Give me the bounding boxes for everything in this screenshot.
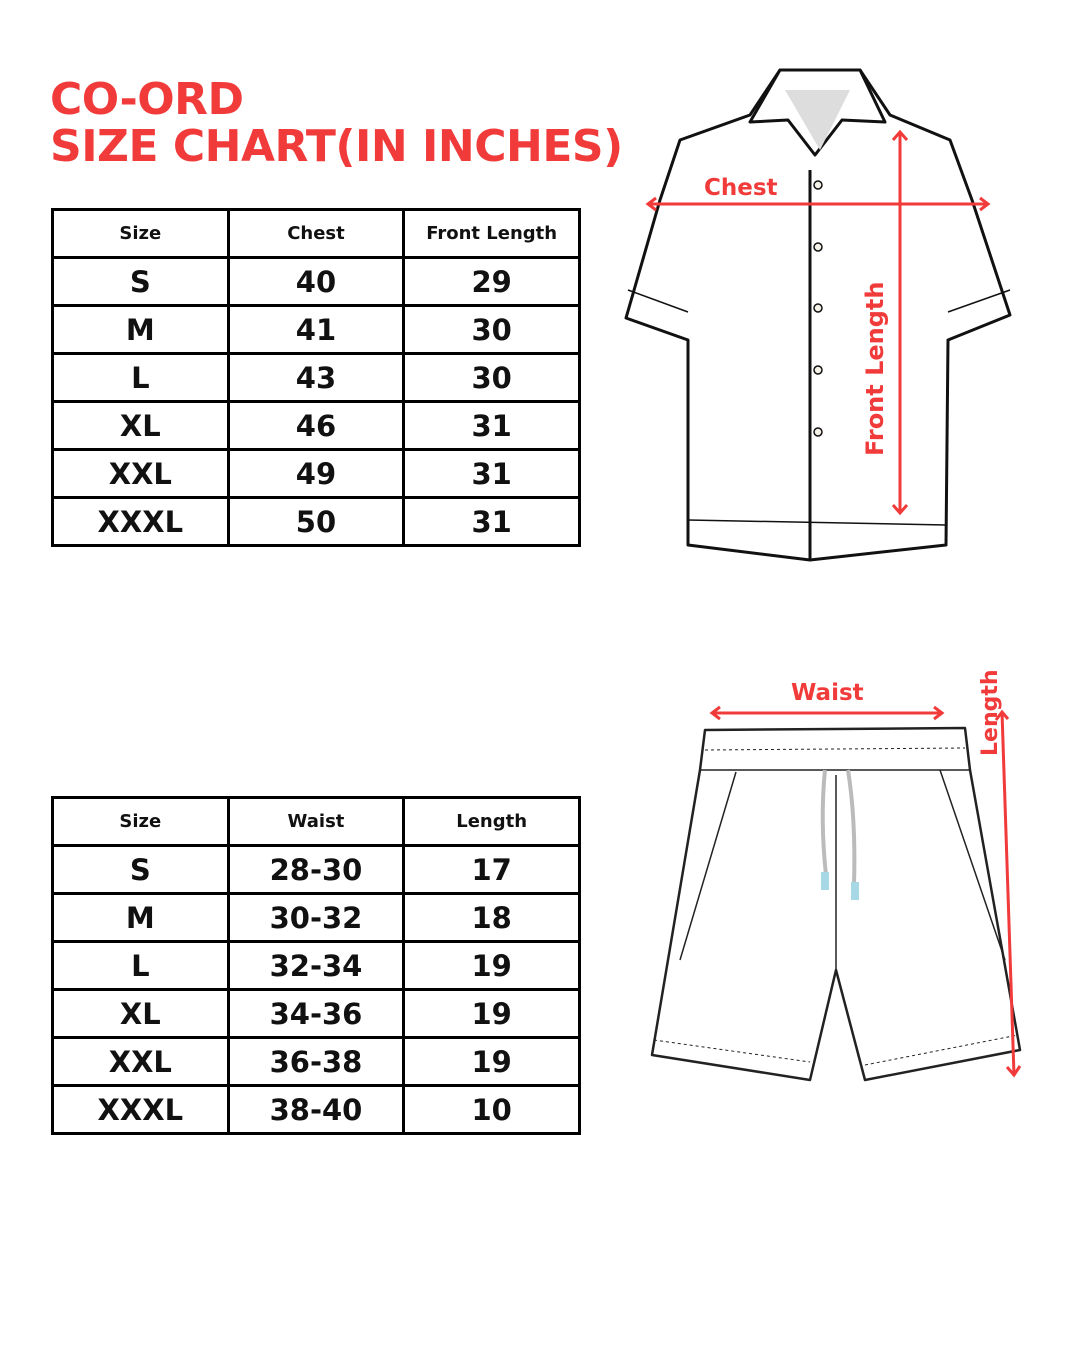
drawstring-tip	[821, 872, 829, 890]
cell-measure-1: 40	[226, 256, 406, 307]
length-label: Length	[978, 669, 1003, 756]
cell-measure-2: 31	[402, 496, 581, 547]
drawstring-tip	[851, 882, 859, 900]
cell-measure-2: 19	[402, 988, 581, 1039]
shirt-size-table: Size Chest Front Length S 40 29 M 41 30 L 43 30 X…	[51, 208, 581, 547]
shorts-size-table: Size Waist Length S 28-30 17 M 30-32 18 L 32-34…	[51, 796, 581, 1135]
table-row: XL 34-36 19	[51, 988, 581, 1039]
header-chest: Chest	[226, 208, 406, 259]
cell-measure-2: 17	[402, 844, 581, 895]
header-length: Length	[402, 796, 581, 847]
table-row: M 41 30	[51, 304, 581, 355]
cell-measure-1: 38-40	[226, 1084, 406, 1135]
table-row: M 30-32 18	[51, 892, 581, 943]
cell-measure-1: 32-34	[226, 940, 406, 991]
cell-measure-2: 30	[402, 304, 581, 355]
cell-measure-1: 46	[226, 400, 406, 451]
cell-measure-1: 50	[226, 496, 406, 547]
table-row: XXL 36-38 19	[51, 1036, 581, 1087]
table-row: S 40 29	[51, 256, 581, 307]
cell-size: M	[51, 892, 230, 943]
cell-size: S	[51, 844, 230, 895]
cell-size: L	[51, 940, 230, 991]
measure-arrows	[645, 129, 991, 516]
cell-size: S	[51, 256, 230, 307]
drawstring-icon	[820, 769, 857, 886]
cell-measure-2: 31	[402, 448, 581, 499]
header-size: Size	[51, 796, 230, 847]
table-row: L 32-34 19	[51, 940, 581, 991]
front-length-label: Front Length	[861, 282, 889, 457]
shirt-diagram: Chest Front Length	[624, 68, 1012, 562]
title-line-1: CO-ORD	[50, 74, 244, 125]
shorts-diagram: Waist Length	[650, 669, 1022, 1082]
table-header-row: Size Waist Length	[51, 796, 581, 847]
cell-measure-2: 30	[402, 352, 581, 403]
cell-size: M	[51, 304, 230, 355]
table-row: XXXL 38-40 10	[51, 1084, 581, 1135]
table-row: XXL 49 31	[51, 448, 581, 499]
button-icons	[813, 180, 823, 437]
cell-measure-1: 43	[226, 352, 406, 403]
cell-size: XL	[51, 988, 230, 1039]
table-row: S 28-30 17	[51, 844, 581, 895]
cell-measure-1: 28-30	[226, 844, 406, 895]
cell-measure-2: 10	[402, 1084, 581, 1135]
cell-measure-1: 30-32	[226, 892, 406, 943]
chest-label: Chest	[704, 175, 778, 201]
cell-size: XXXL	[51, 496, 230, 547]
cell-measure-1: 49	[226, 448, 406, 499]
header-waist: Waist	[226, 796, 406, 847]
cell-measure-1: 36-38	[226, 1036, 406, 1087]
cell-size: XXXL	[51, 1084, 230, 1135]
cell-measure-2: 29	[402, 256, 581, 307]
measure-arrows	[709, 705, 1022, 1078]
cell-size: XL	[51, 400, 230, 451]
table-header-row: Size Chest Front Length	[51, 208, 581, 259]
table-row: L 43 30	[51, 352, 581, 403]
shirt-illustration	[624, 68, 1012, 562]
page-title: CO-ORD SIZE CHART(IN INCHES)	[50, 76, 623, 170]
cell-measure-1: 34-36	[226, 988, 406, 1039]
table-row: XL 46 31	[51, 400, 581, 451]
header-size: Size	[51, 208, 230, 259]
cell-measure-2: 19	[402, 1036, 581, 1087]
header-front-length: Front Length	[402, 208, 581, 259]
waist-label: Waist	[791, 680, 864, 706]
cell-measure-2: 18	[402, 892, 581, 943]
title-line-2: SIZE CHART(IN INCHES)	[50, 121, 623, 172]
table-row: XXXL 50 31	[51, 496, 581, 547]
cell-measure-2: 19	[402, 940, 581, 991]
cell-size: XXL	[51, 1036, 230, 1087]
cell-measure-1: 41	[226, 304, 406, 355]
cell-size: L	[51, 352, 230, 403]
cell-measure-2: 31	[402, 400, 581, 451]
cell-size: XXL	[51, 448, 230, 499]
shorts-illustration	[650, 726, 1022, 1082]
